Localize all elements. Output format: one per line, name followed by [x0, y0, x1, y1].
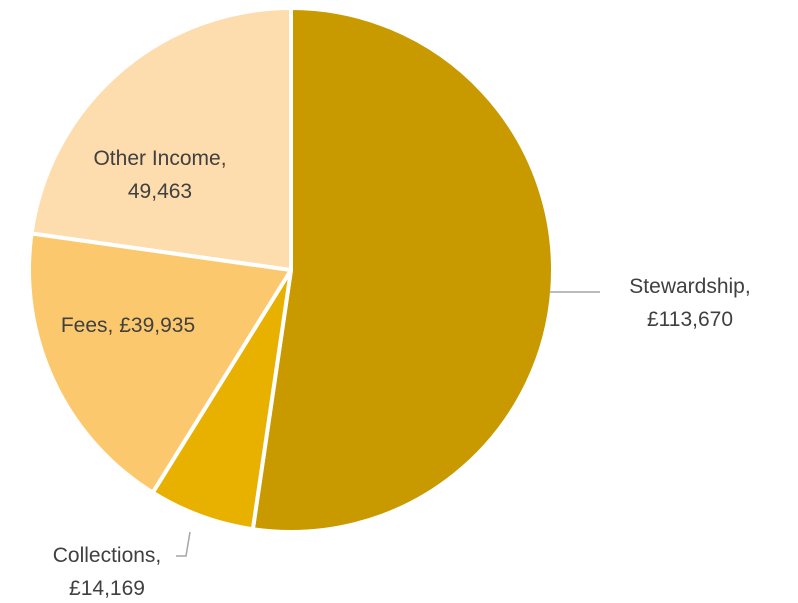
pie-slice-fees	[27, 231, 293, 495]
slice-label-stewardship: Stewardship, £113,670	[629, 275, 750, 331]
slice-label-line: £113,670	[647, 308, 733, 331]
slice-label-fees: Fees, £39,935	[61, 314, 195, 337]
slice-label-line: Stewardship,	[629, 275, 750, 298]
slice-label-line: Fees, £39,935	[61, 314, 195, 337]
slice-label-line: £14,169	[69, 577, 145, 600]
slice-label-other-income: Other Income, 49,463	[93, 147, 226, 203]
pie-slice-other-income	[29, 6, 293, 272]
pie-slices	[27, 6, 555, 534]
leader-lines	[176, 291, 600, 557]
slice-label-line: Other Income,	[93, 147, 226, 170]
slice-labels: Stewardship, £113,670 Collections, £14,169 F…	[53, 147, 751, 600]
slice-label-line: 49,463	[128, 180, 192, 203]
slice-label-line: Collections,	[53, 544, 162, 567]
pie-slice-stewardship	[250, 6, 555, 534]
slice-label-collections: Collections, £14,169	[53, 544, 162, 600]
leader-line-collections	[176, 531, 191, 557]
